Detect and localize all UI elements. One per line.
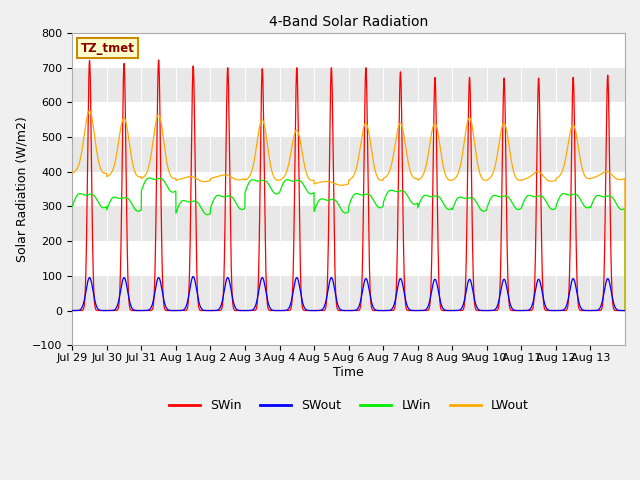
Bar [72,68,625,102]
Bar [72,276,625,311]
Bar [72,33,625,68]
Bar [72,241,625,276]
X-axis label: Time: Time [333,366,364,379]
Bar [72,102,625,137]
Bar [72,206,625,241]
Legend: SWin, SWout, LWin, LWout: SWin, SWout, LWin, LWout [164,394,534,417]
Y-axis label: Solar Radiation (W/m2): Solar Radiation (W/m2) [15,116,28,262]
Text: TZ_tmet: TZ_tmet [81,42,134,55]
Bar [72,172,625,206]
Bar [72,311,625,345]
Bar [72,137,625,172]
Title: 4-Band Solar Radiation: 4-Band Solar Radiation [269,15,428,29]
